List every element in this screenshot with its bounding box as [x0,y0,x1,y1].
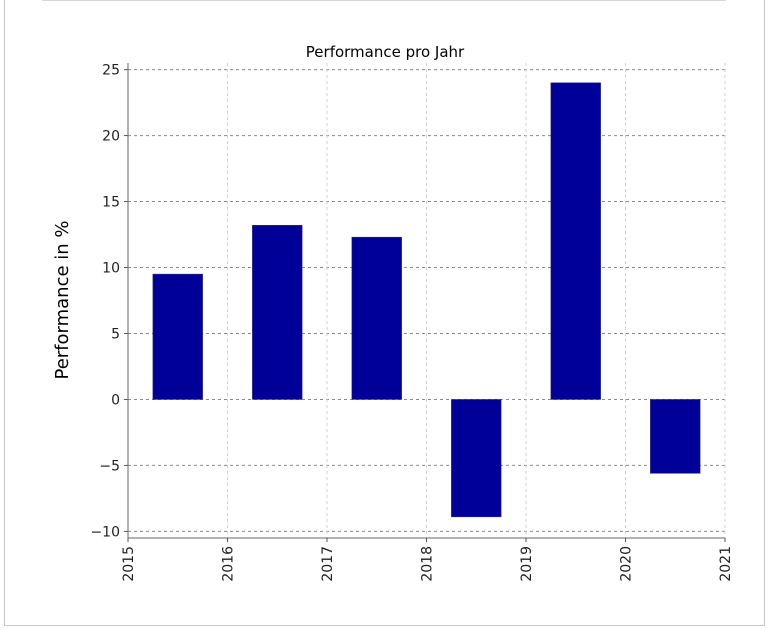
x-tick-label: 2017 [320,546,336,582]
y-tick-label: 0 [111,392,120,408]
x-tick-label: 2021 [718,546,734,582]
bar-2017 [351,236,402,400]
x-tick-label: 2015 [121,546,137,582]
y-tick-label: −5 [99,458,120,474]
bar-2018 [451,399,502,518]
bar-2015 [152,273,203,400]
axes [124,63,726,542]
bars [152,82,701,518]
bar-2020 [650,399,701,474]
chart-title: Performance pro Jahr [306,43,465,61]
x-tick-label: 2020 [619,546,635,582]
y-tick-label: −10 [90,524,120,540]
y-tick-label: 5 [111,326,120,342]
x-tick-label: 2019 [519,546,535,582]
top-divider [42,0,726,1]
y-tick-labels: −10 −5 0 5 10 15 20 25 [90,63,120,541]
bar-2016 [252,225,303,400]
grid-lines [127,63,726,538]
y-tick-label: 15 [102,195,120,211]
y-tick-label: 20 [102,129,120,145]
y-axis-label: Performance in % [52,220,73,379]
x-tick-label: 2018 [420,546,436,582]
y-tick-label: 10 [102,261,120,277]
x-tick-labels: 2015 2016 2017 2018 2019 2020 2021 [121,546,734,582]
y-tick-label: 25 [102,63,120,79]
bar-2019 [550,82,601,400]
x-tick-label: 2016 [221,546,237,582]
